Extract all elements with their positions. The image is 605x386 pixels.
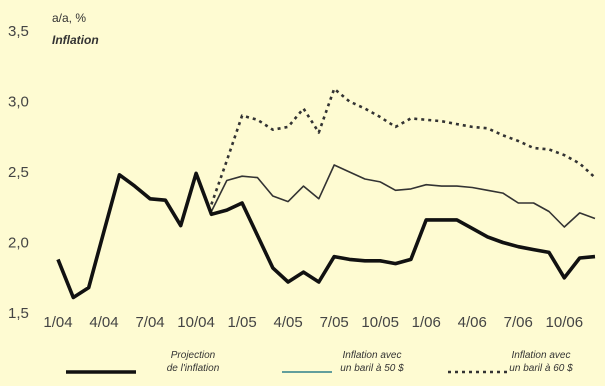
y-axis-label-group: a/a, % Inflation xyxy=(52,11,99,47)
x-tick-label: 4/04 xyxy=(89,314,118,331)
legend-label-2: Inflation avec xyxy=(512,350,571,361)
y-tick-group: 3,5 3,0 2,5 2,0 1,5 xyxy=(8,23,29,322)
x-tick-label: 4/06 xyxy=(458,314,487,331)
x-tick-group: 1/04 4/04 7/04 10/04 1/05 4/05 7/05 10/05 1/06 4/… xyxy=(43,314,583,331)
legend: Projection de l'inflation Inflation avec un… xyxy=(66,350,573,374)
series-group xyxy=(56,87,596,300)
x-tick-label: 10/05 xyxy=(361,314,399,331)
x-tick-label: 7/06 xyxy=(504,314,533,331)
x-tick-label: 10/06 xyxy=(546,314,584,331)
series-line-2 xyxy=(210,87,596,205)
series-line-0 xyxy=(56,171,596,300)
x-tick-label: 10/04 xyxy=(177,314,215,331)
legend-label-0: Projection xyxy=(171,350,216,361)
legend-label-2: un baril à 60 $ xyxy=(509,363,573,374)
y-tick-label: 2,0 xyxy=(8,235,29,252)
y-tick-label: 1,5 xyxy=(8,305,29,322)
y-tick-label: 2,5 xyxy=(8,164,29,181)
y-tick-label: 3,0 xyxy=(8,94,29,111)
x-tick-label: 7/04 xyxy=(135,314,164,331)
legend-label-0: de l'inflation xyxy=(167,363,220,374)
x-tick-label: 7/05 xyxy=(320,314,349,331)
y-tick-label: 3,5 xyxy=(8,23,29,40)
x-tick-label: 4/05 xyxy=(274,314,303,331)
x-tick-label: 1/05 xyxy=(228,314,257,331)
x-tick-label: 1/04 xyxy=(43,314,72,331)
legend-label-1: un baril à 50 $ xyxy=(340,363,404,374)
legend-label-1: Inflation avec xyxy=(343,350,402,361)
y-axis-title: Inflation xyxy=(52,33,99,47)
series-line-1 xyxy=(210,164,596,228)
x-tick-label: 1/06 xyxy=(412,314,441,331)
y-axis-unit-label: a/a, % xyxy=(52,11,86,25)
